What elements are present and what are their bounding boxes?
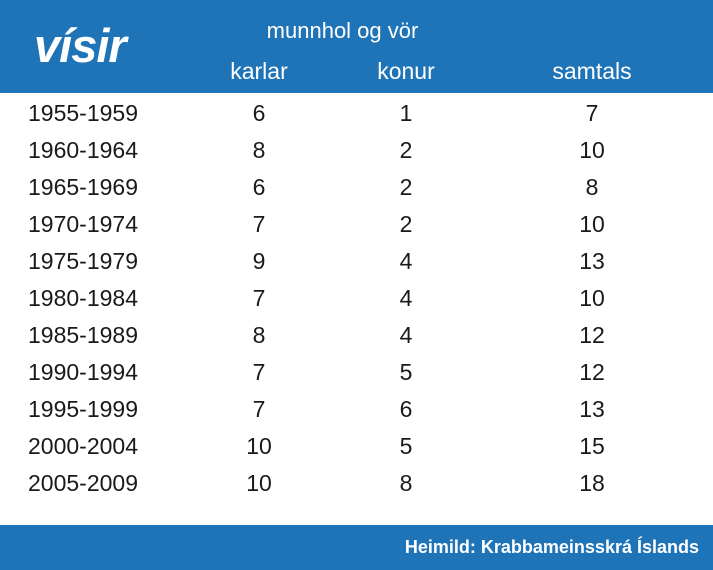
cell-konur: 8 (399, 470, 413, 496)
cell-period: 1965-1969 (28, 174, 138, 200)
footer-bar: Heimild: Krabbameinsskrá Íslands (0, 525, 713, 570)
cell-karlar: 10 (246, 470, 272, 496)
cell-karlar: 7 (252, 396, 266, 422)
cell-karlar: 10 (246, 433, 272, 459)
cell-konur: 2 (399, 137, 413, 163)
cell-period: 2000-2004 (28, 433, 138, 459)
logo-text: vísir (34, 19, 127, 72)
cell-period: 1985-1989 (28, 322, 138, 348)
table-row: 1975-1979 9 4 13 (0, 243, 713, 280)
cell-period: 1955-1959 (28, 100, 138, 126)
cell-karlar: 9 (252, 248, 266, 274)
table-row: 2005-2009 10 8 18 (0, 465, 713, 502)
cell-karlar: 8 (252, 137, 266, 163)
cell-period: 2005-2009 (28, 470, 138, 496)
cell-period: 1995-1999 (28, 396, 138, 422)
visir-logo[interactable]: vísir (34, 18, 146, 72)
cell-karlar: 7 (252, 359, 266, 385)
cell-karlar: 6 (252, 100, 266, 126)
cell-samtals: 10 (579, 137, 605, 163)
column-header-samtals: samtals (552, 58, 632, 84)
cell-samtals: 13 (579, 248, 605, 274)
cell-karlar: 7 (252, 285, 266, 311)
cell-samtals: 10 (579, 211, 605, 237)
column-header-karlar: karlar (230, 58, 288, 84)
cell-konur: 6 (399, 396, 413, 422)
cell-period: 1975-1979 (28, 248, 138, 274)
cell-samtals: 12 (579, 322, 605, 348)
cell-karlar: 7 (252, 211, 266, 237)
cell-konur: 5 (399, 359, 413, 385)
cell-samtals: 10 (579, 285, 605, 311)
table-row: 1990-1994 7 5 12 (0, 354, 713, 391)
cell-konur: 4 (399, 285, 413, 311)
table-row: 1985-1989 8 4 12 (0, 317, 713, 354)
table-row: 1995-1999 7 6 13 (0, 391, 713, 428)
cell-samtals: 15 (579, 433, 605, 459)
cell-samtals: 12 (579, 359, 605, 385)
cell-konur: 4 (399, 248, 413, 274)
data-table: 1955-1959 6 1 7 1960-1964 8 2 10 1965-1969 6 2 8 197… (0, 93, 713, 525)
table-group-title: munnhol og vör (266, 18, 419, 43)
cell-konur: 1 (399, 100, 413, 126)
table-row: 1980-1984 7 4 10 (0, 280, 713, 317)
cell-samtals: 8 (585, 174, 599, 200)
table-row: 1965-1969 6 2 8 (0, 169, 713, 206)
cell-samtals: 18 (579, 470, 605, 496)
cell-period: 1980-1984 (28, 285, 138, 311)
cell-konur: 5 (399, 433, 413, 459)
cell-samtals: 13 (579, 396, 605, 422)
cell-konur: 4 (399, 322, 413, 348)
cell-period: 1970-1974 (28, 211, 138, 237)
cell-period: 1960-1964 (28, 137, 138, 163)
cell-konur: 2 (399, 211, 413, 237)
table-row: 2000-2004 10 5 15 (0, 428, 713, 465)
column-header-konur: konur (377, 58, 435, 84)
table-row: 1955-1959 6 1 7 (0, 95, 713, 132)
header-bar: vísir munnhol og vör karlar konur samtal… (0, 0, 713, 93)
cell-konur: 2 (399, 174, 413, 200)
cell-samtals: 7 (585, 100, 599, 126)
cell-karlar: 8 (252, 322, 266, 348)
table-row: 1970-1974 7 2 10 (0, 206, 713, 243)
cell-karlar: 6 (252, 174, 266, 200)
table-row: 1960-1964 8 2 10 (0, 132, 713, 169)
cell-period: 1990-1994 (28, 359, 138, 385)
source-credit: Heimild: Krabbameinsskrá Íslands (404, 537, 699, 557)
